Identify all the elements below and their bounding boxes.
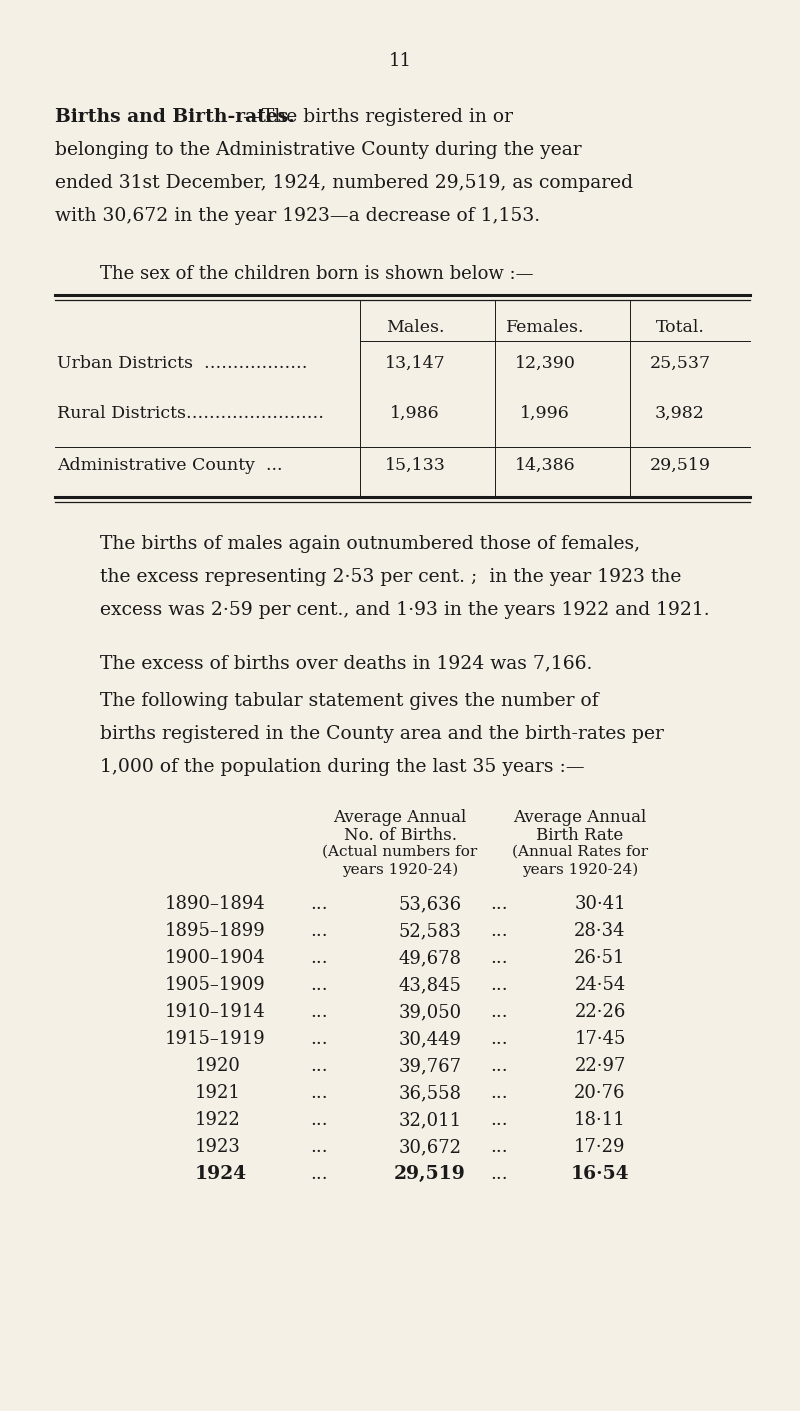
Text: 13,147: 13,147 [385, 356, 446, 373]
Text: 1890–1894: 1890–1894 [165, 895, 266, 913]
Text: 1895–1899: 1895–1899 [165, 921, 266, 940]
Text: The following tabular statement gives the number of: The following tabular statement gives th… [100, 691, 598, 710]
Text: ...: ... [490, 1003, 508, 1022]
Text: 1922: 1922 [195, 1110, 241, 1129]
Text: 1,986: 1,986 [390, 405, 440, 422]
Text: 26·51: 26·51 [574, 950, 626, 967]
Text: 52,583: 52,583 [398, 921, 462, 940]
Text: 1910–1914: 1910–1914 [165, 1003, 266, 1022]
Text: with 30,672 in the year 1923—a decrease of 1,153.: with 30,672 in the year 1923—a decrease … [55, 207, 540, 224]
Text: Birth Rate: Birth Rate [536, 827, 624, 844]
Text: ...: ... [490, 921, 508, 940]
Text: 1923: 1923 [195, 1139, 241, 1156]
Text: 49,678: 49,678 [398, 950, 462, 967]
Text: ...: ... [490, 976, 508, 993]
Text: 29,519: 29,519 [650, 457, 710, 474]
Text: ...: ... [310, 1084, 328, 1102]
Text: Average Annual: Average Annual [514, 809, 646, 825]
Text: Females.: Females. [506, 319, 584, 336]
Text: 39,767: 39,767 [398, 1057, 462, 1075]
Text: 1,000 of the population during the last 35 years :—: 1,000 of the population during the last … [100, 758, 585, 776]
Text: ...: ... [310, 1030, 328, 1048]
Text: 22·97: 22·97 [574, 1057, 626, 1075]
Text: ...: ... [490, 1139, 508, 1156]
Text: Births and Birth-rates.: Births and Birth-rates. [55, 109, 294, 126]
Text: years 1920-24): years 1920-24) [342, 864, 458, 878]
Text: (Actual numbers for: (Actual numbers for [322, 845, 478, 859]
Text: 14,386: 14,386 [514, 457, 575, 474]
Text: 11: 11 [389, 52, 411, 71]
Text: Total.: Total. [655, 319, 705, 336]
Text: 17·45: 17·45 [574, 1030, 626, 1048]
Text: The births of males again outnumbered those of females,: The births of males again outnumbered th… [100, 535, 640, 553]
Text: ...: ... [310, 950, 328, 967]
Text: 1905–1909: 1905–1909 [165, 976, 266, 993]
Text: 32,011: 32,011 [398, 1110, 462, 1129]
Text: ...: ... [490, 1057, 508, 1075]
Text: 53,636: 53,636 [398, 895, 462, 913]
Text: 39,050: 39,050 [398, 1003, 462, 1022]
Text: 30,449: 30,449 [398, 1030, 462, 1048]
Text: ...: ... [490, 1165, 508, 1182]
Text: ...: ... [310, 921, 328, 940]
Text: 16·54: 16·54 [570, 1165, 630, 1182]
Text: ...: ... [310, 1165, 328, 1182]
Text: 28·34: 28·34 [574, 921, 626, 940]
Text: belonging to the Administrative County during the year: belonging to the Administrative County d… [55, 141, 582, 159]
Text: ...: ... [490, 950, 508, 967]
Text: 12,390: 12,390 [514, 356, 575, 373]
Text: No. of Births.: No. of Births. [343, 827, 457, 844]
Text: ...: ... [490, 1030, 508, 1048]
Text: ...: ... [310, 1003, 328, 1022]
Text: 18·11: 18·11 [574, 1110, 626, 1129]
Text: Rural Districts……………………: Rural Districts…………………… [57, 405, 324, 422]
Text: 1920: 1920 [195, 1057, 241, 1075]
Text: 24·54: 24·54 [574, 976, 626, 993]
Text: the excess representing 2·53 per cent. ;  in the year 1923 the: the excess representing 2·53 per cent. ;… [100, 569, 682, 586]
Text: years 1920-24): years 1920-24) [522, 864, 638, 878]
Text: Urban Districts  ………………: Urban Districts ……………… [57, 356, 307, 373]
Text: 1,996: 1,996 [520, 405, 570, 422]
Text: 3,982: 3,982 [655, 405, 705, 422]
Text: 1924: 1924 [195, 1165, 247, 1182]
Text: (Annual Rates for: (Annual Rates for [512, 845, 648, 859]
Text: 43,845: 43,845 [398, 976, 462, 993]
Text: 20·76: 20·76 [574, 1084, 626, 1102]
Text: 36,558: 36,558 [398, 1084, 462, 1102]
Text: ...: ... [310, 1057, 328, 1075]
Text: 15,133: 15,133 [385, 457, 446, 474]
Text: births registered in the County area and the birth-rates per: births registered in the County area and… [100, 725, 664, 744]
Text: 1921: 1921 [195, 1084, 241, 1102]
Text: —The births registered in or: —The births registered in or [243, 109, 513, 126]
Text: The sex of the children born is shown below :—: The sex of the children born is shown be… [100, 265, 534, 284]
Text: 25,537: 25,537 [650, 356, 710, 373]
Text: ...: ... [490, 1110, 508, 1129]
Text: Administrative County  ...: Administrative County ... [57, 457, 282, 474]
Text: 17·29: 17·29 [574, 1139, 626, 1156]
Text: ...: ... [310, 1110, 328, 1129]
Text: 30·41: 30·41 [574, 895, 626, 913]
Text: The excess of births over deaths in 1924 was 7,166.: The excess of births over deaths in 1924… [100, 655, 592, 672]
Text: 30,672: 30,672 [398, 1139, 462, 1156]
Text: 22·26: 22·26 [574, 1003, 626, 1022]
Text: 29,519: 29,519 [394, 1165, 466, 1182]
Text: excess was 2·59 per cent., and 1·93 in the years 1922 and 1921.: excess was 2·59 per cent., and 1·93 in t… [100, 601, 710, 619]
Text: ...: ... [310, 895, 328, 913]
Text: ...: ... [490, 895, 508, 913]
Text: ...: ... [490, 1084, 508, 1102]
Text: ...: ... [310, 1139, 328, 1156]
Text: Average Annual: Average Annual [334, 809, 466, 825]
Text: 1900–1904: 1900–1904 [165, 950, 266, 967]
Text: Males.: Males. [386, 319, 444, 336]
Text: ...: ... [310, 976, 328, 993]
Text: 1915–1919: 1915–1919 [165, 1030, 266, 1048]
Text: ended 31st December, 1924, numbered 29,519, as compared: ended 31st December, 1924, numbered 29,5… [55, 174, 633, 192]
